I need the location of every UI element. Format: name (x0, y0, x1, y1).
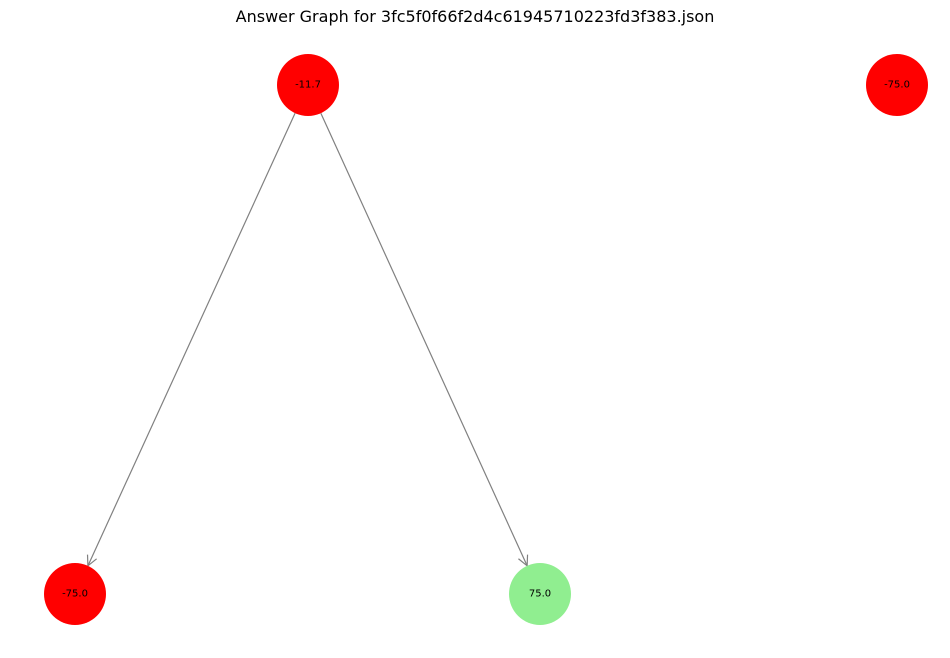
node-circle (44, 563, 106, 625)
graph-node-n0: -11.7 (277, 54, 339, 116)
arrow-head (86, 554, 97, 568)
edges-layer (86, 112, 529, 568)
graph-title: Answer Graph for 3fc5f0f66f2d4c619457102… (235, 7, 715, 26)
edge-n0-n3 (320, 112, 529, 568)
graph-node-n3: 75.0 (509, 563, 571, 625)
node-label: 75.0 (529, 589, 551, 600)
node-circle (277, 54, 339, 116)
node-label: -75.0 (884, 80, 910, 91)
nodes-layer: -11.7 -75.0 -75.0 75.0 (44, 54, 928, 625)
node-label: -11.7 (295, 80, 321, 91)
node-circle (866, 54, 928, 116)
arrow-head (518, 554, 529, 568)
graph-node-n1: -75.0 (866, 54, 928, 116)
node-label: -75.0 (62, 589, 88, 600)
graph-node-n2: -75.0 (44, 563, 106, 625)
edge-n0-n2 (86, 112, 296, 568)
edge-line (320, 112, 528, 567)
edge-line (87, 112, 296, 567)
node-circle (509, 563, 571, 625)
